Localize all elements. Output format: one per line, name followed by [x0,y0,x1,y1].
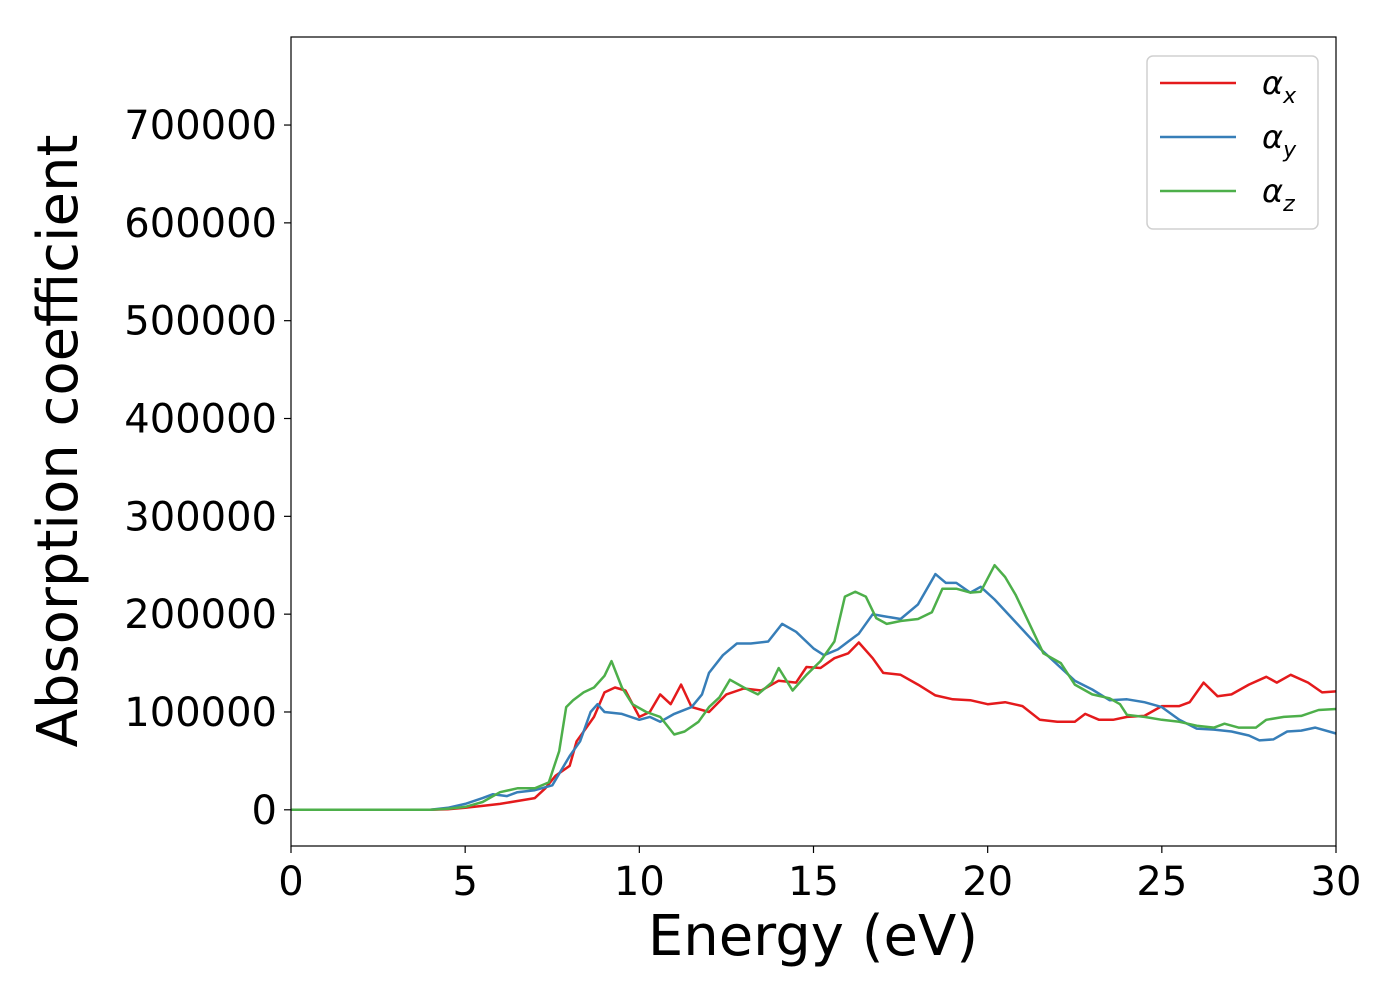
x-tick-label: 25 [1136,859,1187,905]
series-line-y [291,572,1337,812]
x-tick-label: 15 [788,859,839,905]
x-tick-label: 5 [452,859,477,905]
x-tick-label: 30 [1311,859,1362,905]
series-line-z [291,563,1337,812]
series-layer [291,563,1337,812]
x-tick-label: 20 [962,859,1013,905]
y-tick-label: 100000 [124,690,277,736]
y-tick-label: 300000 [124,494,277,540]
y-axis: 0 100000 200000 300000 400000 500000 600000 700… [124,103,291,834]
y-tick-label: 600000 [124,201,277,247]
legend-box [1146,55,1319,230]
x-tick-label: 0 [278,859,303,905]
x-axis: 0 5 10 15 20 25 30 [278,846,1361,905]
y-axis-label: Absorption coefficient [26,135,91,748]
y-tick-label: 400000 [124,397,277,443]
x-axis-label: Energy (eV) [648,904,978,969]
x-tick-label: 10 [614,859,665,905]
y-tick-label: 0 [252,788,277,834]
y-tick-label: 200000 [124,592,277,638]
y-tick-label: 500000 [124,299,277,345]
y-tick-label: 700000 [124,103,277,149]
